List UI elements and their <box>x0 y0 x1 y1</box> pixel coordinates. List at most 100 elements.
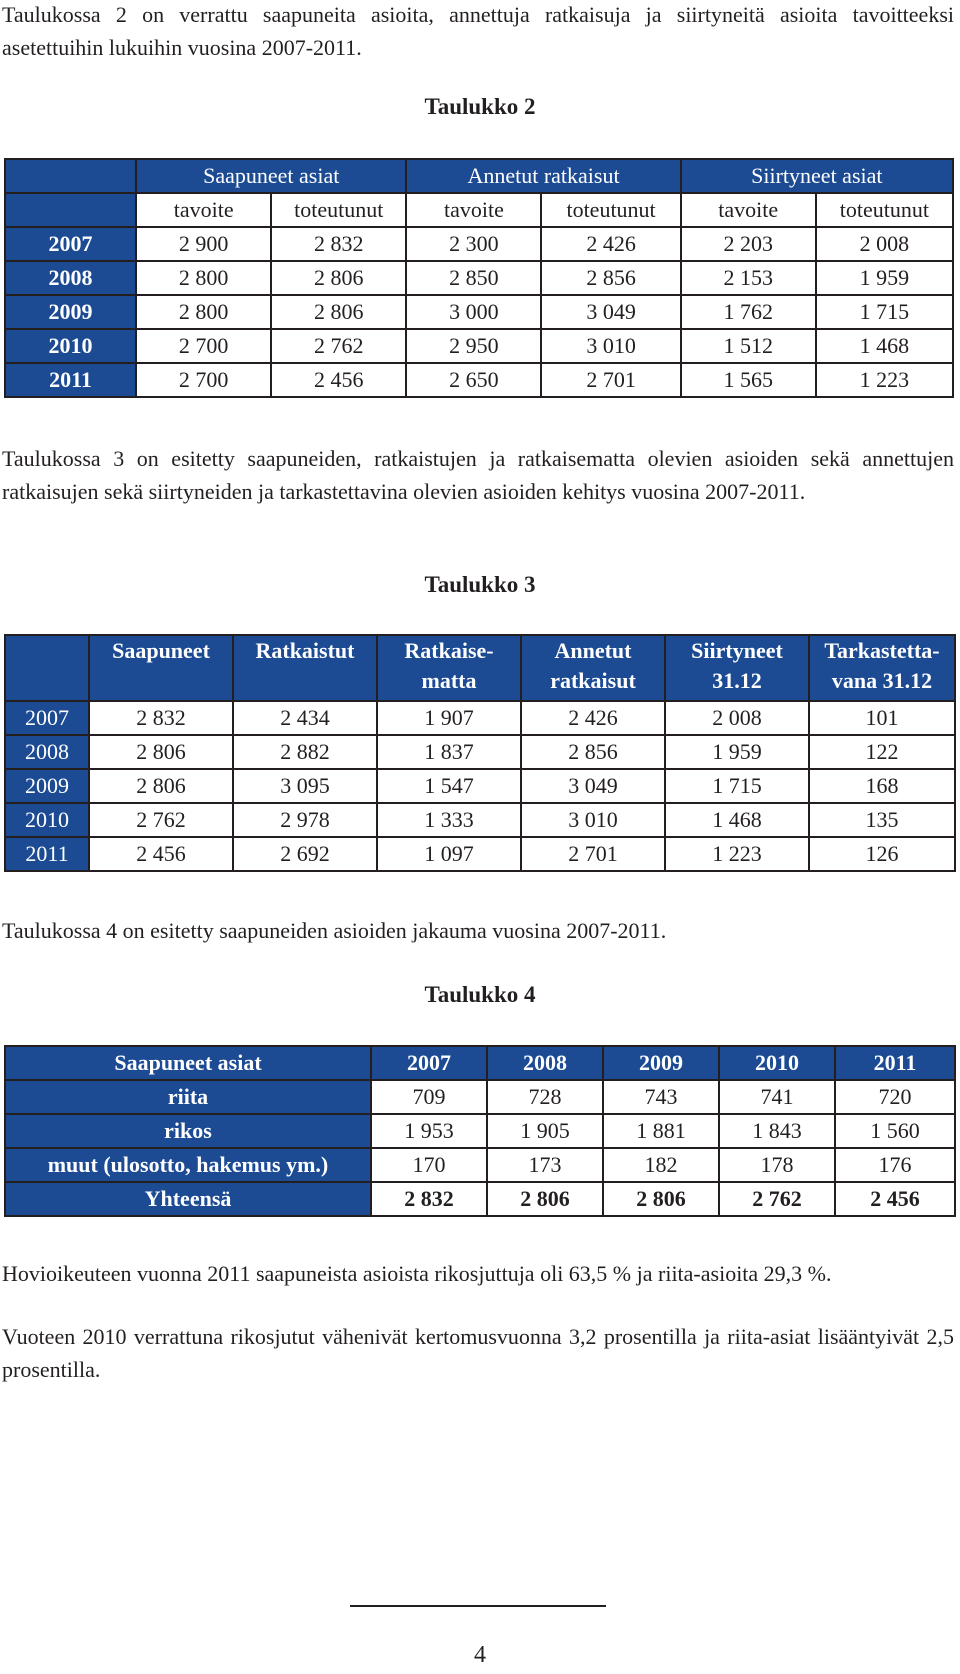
table-cell: 1 468 <box>814 328 955 364</box>
table2-subheader: toteutunut <box>270 192 408 228</box>
row-year: 2011 <box>3 362 138 398</box>
table-cell: 2 806 <box>88 734 234 770</box>
table-cell: 2 762 <box>270 328 408 364</box>
table3-title: Taulukko 3 <box>424 572 536 597</box>
table-cell: 1 547 <box>376 768 522 804</box>
table-row: 2007 2 900 2 832 2 300 2 426 2 203 2 008 <box>3 226 955 262</box>
table-cell: 2 434 <box>232 700 378 736</box>
table-cell: 3 095 <box>232 768 378 804</box>
table-cell: 1 953 <box>370 1113 488 1149</box>
table-cell: 1 905 <box>486 1113 604 1149</box>
table-row: 2010 2 762 2 978 1 333 3 010 1 468 135 <box>4 802 956 838</box>
row-year: 2010 <box>4 802 90 838</box>
table-cell: 709 <box>370 1079 488 1115</box>
table-cell: 1 560 <box>834 1113 956 1149</box>
row-year: 2008 <box>4 734 90 770</box>
table3-header: Annetut ratkaisut <box>520 634 666 702</box>
table2-subheader: toteutunut <box>814 192 955 228</box>
table-cell: 743 <box>602 1079 720 1115</box>
total-label: Yhteensä <box>4 1181 372 1217</box>
table-cell: 173 <box>486 1147 604 1183</box>
table4-year-header: 2011 <box>834 1045 956 1081</box>
table2-subheader-row: tavoite toteutunut tavoite toteutunut ta… <box>3 192 955 228</box>
table-row: rikos 1 953 1 905 1 881 1 843 1 560 <box>4 1113 956 1149</box>
table-row: 2010 2 700 2 762 2 950 3 010 1 512 1 468 <box>3 328 955 364</box>
table-cell: 2 832 <box>270 226 408 262</box>
table-cell: 170 <box>370 1147 488 1183</box>
table2-corner-cell <box>3 158 138 194</box>
table-row: 2008 2 806 2 882 1 837 2 856 1 959 122 <box>4 734 956 770</box>
table3-header: Tarkastetta-vana 31.12 <box>808 634 956 702</box>
page-number: 4 <box>474 1642 486 1668</box>
table2-subheader: tavoite <box>135 192 273 228</box>
table2-group-header: Saapuneet asiat <box>135 158 408 194</box>
table-cell: 2 426 <box>520 700 666 736</box>
table-cell: 126 <box>808 836 956 872</box>
table-row: riita 709 728 743 741 720 <box>4 1079 956 1115</box>
table3-header-line: Saapuneet <box>112 638 210 663</box>
table-cell: 2 806 <box>270 294 408 330</box>
table-cell: 1 333 <box>376 802 522 838</box>
table-cell: 1 512 <box>679 328 817 364</box>
table-cell: 1 843 <box>718 1113 836 1149</box>
table3-corner-cell <box>4 634 90 702</box>
table2: Saapuneet asiat Annetut ratkaisut Siirty… <box>3 158 955 398</box>
total-cell: 2 832 <box>370 1181 488 1217</box>
table3-header-row: Saapuneet Ratkaistut Ratkaise-matta Anne… <box>4 634 956 702</box>
table4-header-label: Saapuneet asiat <box>4 1045 372 1081</box>
table3-header: Ratkaise-matta <box>376 634 522 702</box>
row-year: 2007 <box>4 700 90 736</box>
table3-header-line: Ratkaise- <box>404 638 494 663</box>
table-cell: 2 456 <box>88 836 234 872</box>
row-year: 2007 <box>3 226 138 262</box>
table2-subheader: toteutunut <box>540 192 682 228</box>
table-cell: 741 <box>718 1079 836 1115</box>
table2-subheader: tavoite <box>679 192 817 228</box>
table-cell: 3 010 <box>520 802 666 838</box>
table2-subheader: tavoite <box>405 192 543 228</box>
row-label: muut (ulosotto, hakemus ym.) <box>4 1147 372 1183</box>
table-cell: 2 700 <box>135 362 273 398</box>
table-row: muut (ulosotto, hakemus ym.) 170 173 182… <box>4 1147 956 1183</box>
table-cell: 101 <box>808 700 956 736</box>
table-cell: 2 950 <box>405 328 543 364</box>
table-cell: 2 762 <box>88 802 234 838</box>
table-cell: 2 856 <box>520 734 666 770</box>
row-year: 2009 <box>4 768 90 804</box>
table-row: 2009 2 806 3 095 1 547 3 049 1 715 168 <box>4 768 956 804</box>
total-cell: 2 806 <box>602 1181 720 1217</box>
row-year: 2008 <box>3 260 138 296</box>
table-cell: 1 223 <box>664 836 810 872</box>
table3-header-line: vana 31.12 <box>831 668 933 693</box>
table-row: 2009 2 800 2 806 3 000 3 049 1 762 1 715 <box>3 294 955 330</box>
table4-total-row: Yhteensä 2 832 2 806 2 806 2 762 2 456 <box>4 1181 956 1217</box>
table-cell: 1 715 <box>814 294 955 330</box>
table-cell: 2 800 <box>135 260 273 296</box>
table-cell: 168 <box>808 768 956 804</box>
total-cell: 2 806 <box>486 1181 604 1217</box>
table-cell: 2 850 <box>405 260 543 296</box>
table-cell: 135 <box>808 802 956 838</box>
table3-header-line: matta <box>421 668 477 693</box>
table-cell: 1 715 <box>664 768 810 804</box>
table3-header: Ratkaistut <box>232 634 378 702</box>
table-cell: 178 <box>718 1147 836 1183</box>
table-cell: 3 000 <box>405 294 543 330</box>
table-cell: 2 701 <box>520 836 666 872</box>
row-label: rikos <box>4 1113 372 1149</box>
table3-header: Siirtyneet 31.12 <box>664 634 810 702</box>
table-cell: 2 203 <box>679 226 817 262</box>
table4-year-header: 2008 <box>486 1045 604 1081</box>
table-cell: 1 837 <box>376 734 522 770</box>
table2-title: Taulukko 2 <box>424 94 536 119</box>
table-cell: 2 800 <box>135 294 273 330</box>
total-cell: 2 762 <box>718 1181 836 1217</box>
table-cell: 2 806 <box>88 768 234 804</box>
table-cell: 1 223 <box>814 362 955 398</box>
table-cell: 1 762 <box>679 294 817 330</box>
table4-title: Taulukko 4 <box>424 982 536 1007</box>
row-label: riita <box>4 1079 372 1115</box>
table-cell: 728 <box>486 1079 604 1115</box>
table-cell: 2 900 <box>135 226 273 262</box>
table-cell: 2 008 <box>664 700 810 736</box>
